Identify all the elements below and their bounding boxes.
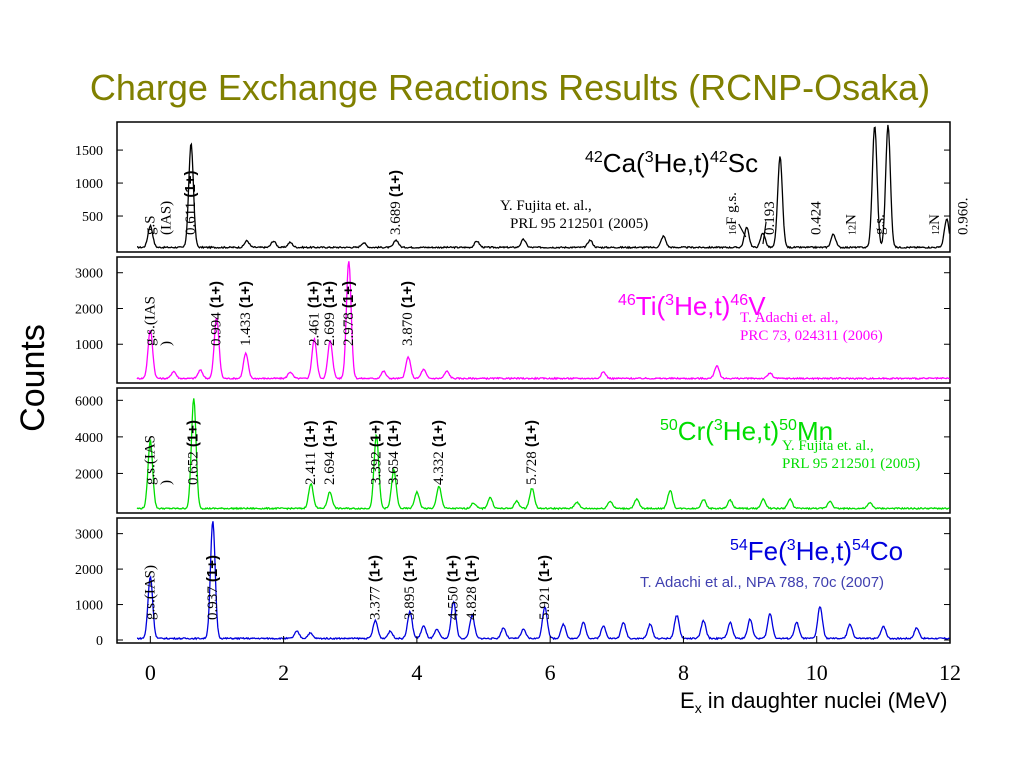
x-tick-label: 6 — [545, 660, 556, 685]
peak-label: g.s.(IAS) — [142, 296, 174, 346]
peak-label: 3.377 (1+) — [366, 555, 383, 620]
peak-label: 3.392 (1+) — [367, 420, 384, 485]
peak-label: 0.652 (1+) — [185, 420, 202, 485]
x-axis-label: Ex in daughter nuclei (MeV) — [680, 688, 947, 716]
spectrum-line — [136, 261, 950, 381]
peak-label: 12N — [927, 214, 943, 235]
y-tick-label: 6000 — [75, 394, 103, 409]
spectrum-panel: 1000 2000 3000 g.s.(IAS) 0.994 (1+) 1.433 (1+… — [75, 256, 951, 384]
reaction-label: 42Ca(3He,t)42Sc — [585, 148, 758, 178]
y-tick-label: 1500 — [75, 144, 103, 159]
reference-text: PRL 95 212501 (2005) — [782, 456, 920, 472]
peak-label: 2.461 (1+) — [305, 281, 322, 346]
peak-label: 0.960. — [955, 198, 971, 236]
peak-label: 3.689 (1+) — [387, 170, 404, 235]
x-tick-label: 4 — [411, 660, 422, 685]
peak-label: 4.332 (1+) — [430, 420, 447, 485]
peak-label: 0.611 (1+) — [182, 171, 199, 235]
x-tick-label: 2 — [278, 660, 289, 685]
reaction-label: 46Ti(3He,t)46V — [618, 291, 766, 321]
x-tick-label: 12 — [939, 660, 961, 685]
y-tick-label: 3000 — [75, 267, 103, 282]
y-tick-label: 3000 — [75, 528, 103, 543]
peak-label: 3.870 (1+) — [399, 281, 416, 346]
y-tick-label: 1000 — [75, 599, 103, 614]
y-tick-label: 1000 — [75, 338, 103, 353]
y-tick-label: 2000 — [75, 302, 103, 317]
page-title: Charge Exchange Reactions Results (RCNP-… — [90, 67, 930, 108]
panel-frame — [116, 387, 951, 514]
y-tick-label: 2000 — [75, 563, 103, 578]
peak-label: 0.193 — [762, 201, 778, 235]
peak-label: 0.424 — [809, 201, 825, 235]
peak-label: g.s.(IAS) — [142, 565, 158, 620]
y-tick-label: 500 — [82, 210, 103, 225]
spectrum-line — [137, 124, 951, 250]
peak-label: 16F g.s. — [724, 192, 740, 235]
y-tick-label: 2000 — [75, 467, 103, 482]
peak-label: 2.694 (1+) — [321, 420, 338, 485]
arrow-line — [762, 221, 767, 245]
reference-text: Y. Fujita et. al., — [500, 198, 592, 214]
x-axis: 0 2 4 6 8 10 12 — [145, 636, 961, 685]
x-tick-label: 8 — [678, 660, 689, 685]
spectrum-line — [136, 398, 950, 511]
reference-text: T. Adachi et al., NPA 788, 70c (2007) — [640, 574, 884, 591]
y-tick-label: 1000 — [75, 177, 103, 192]
reference-text: PRC 73, 024311 (2006) — [740, 328, 883, 344]
spectra-panels: 500 1000 1500 g.S(IAS) 0.611 (1+) 3.689 (1+) 1… — [75, 121, 971, 649]
peak-label: 3.895 (1+) — [401, 555, 418, 620]
reference-text: T. Adachi et. al., — [740, 310, 838, 326]
arrow-line — [738, 223, 747, 238]
panel-frame — [116, 121, 951, 253]
peak-label: 2.699 (1+) — [321, 281, 338, 346]
peak-label: g.S(IAS) — [142, 201, 174, 235]
peak-label: 0.937 (1+) — [204, 555, 221, 620]
x-tick-label: 0 — [145, 660, 156, 685]
y-tick-label: 0 — [96, 634, 103, 649]
reference-text: Y. Fujita et. al., — [782, 438, 874, 454]
spectrum-panel: 500 1000 1500 g.S(IAS) 0.611 (1+) 3.689 (1+) 1… — [75, 121, 971, 253]
arrows — [738, 221, 767, 245]
spectrum-panel: 2000 4000 6000 g.s.(IAS) 0.652 (1+) 2.411 (1+… — [75, 387, 951, 514]
reaction-label: 54Fe(3He,t)54Co — [730, 536, 903, 566]
spectrum-line — [136, 521, 950, 641]
peak-label: g.s.(IAS) — [142, 435, 174, 485]
y-axis-label: Counts — [14, 324, 52, 432]
peak-label: 3.654 (1+) — [385, 420, 402, 485]
y-tick-label: 4000 — [75, 431, 103, 446]
peak-label: 2.978 (1+) — [340, 281, 357, 346]
spectrum-panel: 0 1000 2000 3000 g.s.(IAS) 0.937 (1+) 3.377 (1… — [75, 517, 951, 649]
peak-label: 4.828 (1+) — [463, 555, 480, 620]
x-tick-label: 10 — [806, 660, 828, 685]
peak-label: 2.411 (1+) — [302, 421, 319, 485]
reaction-label: 50Cr(3He,t)50Mn — [660, 416, 833, 446]
reference-text: PRL 95 212501 (2005) — [510, 216, 648, 232]
peak-label: g.s. — [872, 214, 888, 235]
peak-label: 4.550 (1+) — [445, 555, 462, 620]
peak-label: 12N — [844, 214, 860, 235]
panel-frame — [116, 256, 951, 384]
peak-label: 5.921 (1+) — [536, 555, 553, 620]
panel-frame — [116, 517, 951, 644]
peak-label: 1.433 (1+) — [237, 281, 254, 346]
peak-label: 0.994 (1+) — [208, 281, 225, 346]
peak-label: 5.728 (1+) — [523, 420, 540, 485]
